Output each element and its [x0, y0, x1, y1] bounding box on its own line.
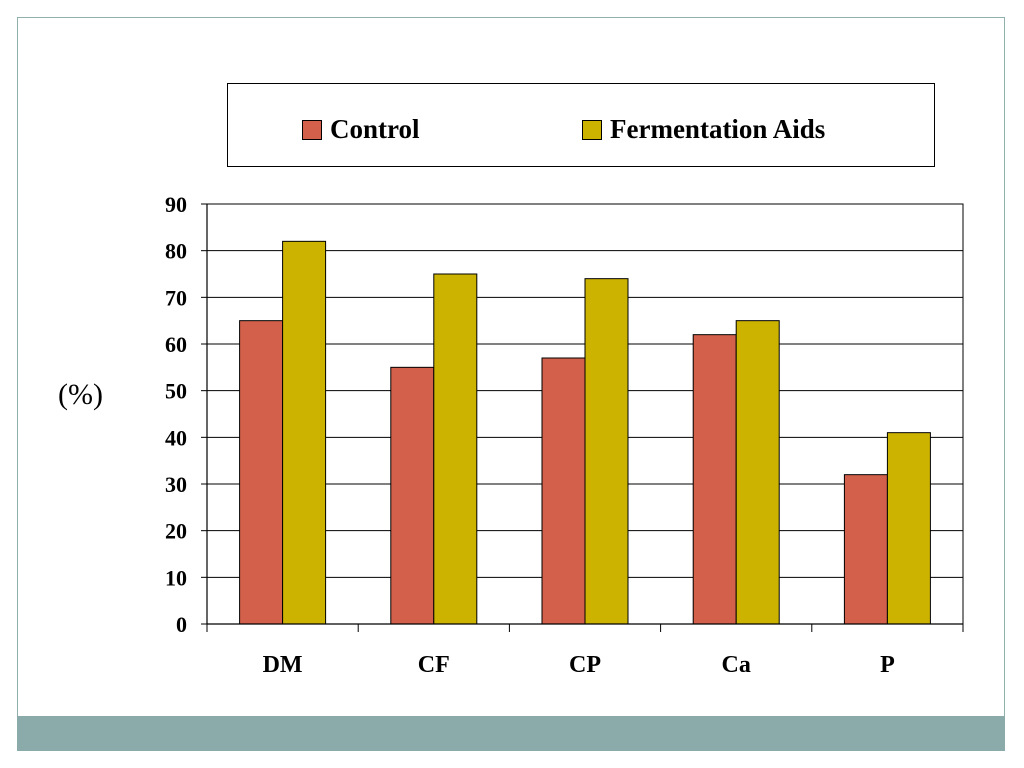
bar-fermentation-aids-dm	[282, 240, 327, 625]
x-category-label: Ca	[722, 652, 751, 678]
y-tick-label: 60	[165, 332, 187, 357]
bar-fermentation-aids-cf	[433, 273, 478, 625]
y-tick-label: 90	[165, 192, 187, 217]
legend-label-control: Control	[330, 114, 420, 144]
legend-label-fermentation-aids: Fermentation Aids	[610, 114, 826, 144]
legend-item-control: Control	[302, 114, 420, 145]
legend-swatch-control	[302, 119, 322, 140]
bar-fermentation-aids-cp	[584, 278, 629, 625]
bar-fermentation-aids-p	[886, 432, 931, 625]
footer-bar	[17, 716, 1005, 751]
x-category-label: CP	[569, 652, 601, 678]
y-tick-label: 0	[176, 612, 187, 637]
y-tick-label: 70	[165, 285, 187, 310]
bars	[239, 240, 931, 625]
y-tick-label: 50	[165, 379, 187, 404]
legend-item-fermentation-aids: Fermentation Aids	[582, 114, 825, 145]
x-category-label: CF	[418, 652, 450, 678]
x-category-label: DM	[263, 652, 303, 678]
y-axis-title: (%)	[58, 378, 103, 411]
bar-control-cp	[541, 357, 586, 625]
y-tick-label: 80	[165, 239, 187, 264]
axes	[201, 203, 964, 632]
y-tick-label: 30	[165, 472, 187, 497]
bar-control-dm	[239, 320, 284, 625]
bar-control-ca	[692, 334, 737, 625]
y-tick-label: 20	[165, 519, 187, 544]
y-tick-label: 10	[165, 565, 187, 590]
bar-control-cf	[390, 366, 435, 625]
x-category-label: P	[880, 652, 895, 678]
y-tick-label: 40	[165, 425, 187, 450]
chart-legend: Control Fermentation Aids	[227, 83, 935, 167]
bar-control-p	[843, 474, 888, 625]
legend-swatch-fermentation-aids	[582, 119, 602, 140]
bar-fermentation-aids-ca	[735, 320, 780, 625]
axis-labels: 0 10 20 30 40 50 60 70 80 90 DM CF CP Ca P	[165, 192, 895, 678]
